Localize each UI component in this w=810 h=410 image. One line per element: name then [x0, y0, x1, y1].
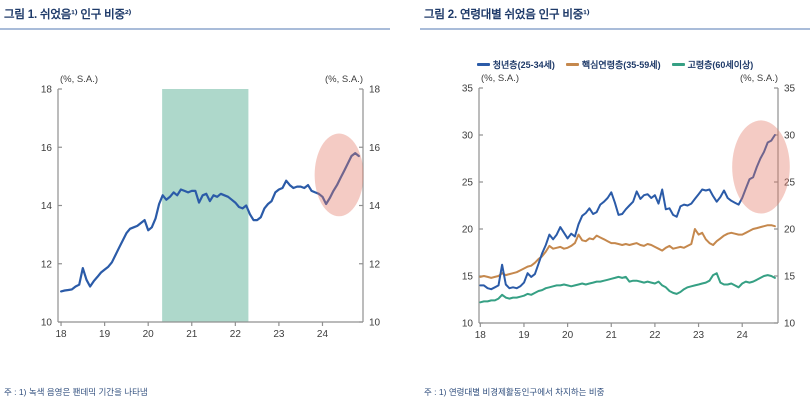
- y-tick-label: 12: [369, 259, 381, 270]
- youth-legend-label: 청년층(25-34세): [492, 60, 555, 70]
- figure2-note-1: 주 : 1) 연령대별 비경제활동인구에서 차지하는 비중: [424, 387, 605, 397]
- x-tick-label: 22: [649, 330, 661, 341]
- y-tick-label: 18: [369, 85, 381, 96]
- x-tick-label: 19: [518, 330, 530, 341]
- core-age-line-swatch: [565, 63, 579, 66]
- y-tick-label: 14: [369, 201, 381, 212]
- y-tick-label: 14: [41, 201, 53, 212]
- figure1-chart: 10 10 12 12 14 14 16 16 18 18 18 19 20 21 22 23 24 (%, S.…: [41, 74, 381, 340]
- x-tick-label: 24: [737, 330, 749, 341]
- x-tick-label: 20: [143, 329, 155, 340]
- y-tick-label: 35: [462, 84, 474, 95]
- y-tick-label: 10: [462, 319, 474, 330]
- figure2-series-2: [479, 272, 776, 304]
- y-tick-label: 30: [462, 131, 474, 142]
- figure1-highlight-ellipse: [314, 133, 364, 217]
- y-tick-label: 10: [41, 318, 53, 329]
- y-tick-label: 12: [41, 259, 53, 270]
- x-tick-label: 21: [186, 329, 198, 340]
- y-tick-label: 10: [784, 319, 796, 330]
- figure1-panel: 그림 1. 쉬었음¹⁾ 인구 비중²⁾ 10 10 12 12 14 14 16 16 18 18…: [0, 9, 390, 410]
- y-tick-label: 35: [784, 84, 796, 95]
- legend-item-elderly: 고령층(60세이상): [671, 58, 754, 71]
- figure1-title-rule: [0, 28, 390, 30]
- unit-label-left: (%, S.A.): [481, 73, 519, 84]
- figure2-legend: 청년층(25-34세) 핵심연령층(35-59세) 고령층(60세이상): [420, 58, 810, 71]
- figure1-title: 그림 1. 쉬었음¹⁾ 인구 비중²⁾: [4, 9, 132, 21]
- figure1-series-0: [59, 151, 360, 293]
- unit-label-right: (%, S.A.): [325, 74, 363, 85]
- x-tick-label: 23: [693, 330, 705, 341]
- y-tick-label: 20: [462, 225, 474, 236]
- unit-label-left: (%, S.A.): [60, 74, 98, 85]
- figure2-title: 그림 2. 연령대별 쉬었음 인구 비중¹⁾: [424, 9, 590, 21]
- x-tick-label: 18: [475, 330, 487, 341]
- elderly-line-swatch: [671, 63, 685, 66]
- figure2-notes: 주 : 1) 연령대별 비경제활동인구에서 차지하는 비중 자료 : 경제활동인…: [424, 360, 605, 410]
- y-tick-label: 30: [784, 131, 796, 142]
- y-tick-label: 25: [462, 178, 474, 189]
- y-tick-label: 10: [369, 318, 381, 329]
- y-tick-label: 15: [462, 272, 474, 283]
- x-tick-label: 21: [606, 330, 618, 341]
- unit-label-right: (%, S.A.): [740, 73, 778, 84]
- x-tick-label: 22: [230, 329, 242, 340]
- x-tick-label: 20: [562, 330, 574, 341]
- figure2-title-rule: [420, 28, 810, 30]
- figure2-series-1: [479, 224, 776, 279]
- youth-line-swatch: [476, 63, 490, 66]
- figure2-highlight-ellipse: [732, 120, 790, 214]
- figure2-chart: 10 10 15 15 20 20 25 25 30 30 35 35 18 19 20 21 22 23 24 (%…: [462, 73, 796, 341]
- y-tick-label: 18: [41, 85, 53, 96]
- legend-item-core-age: 핵심연령층(35-59세): [565, 58, 661, 71]
- y-tick-label: 20: [784, 225, 796, 236]
- figure2-panel: 그림 2. 연령대별 쉬었음 인구 비중¹⁾ 청년층(25-34세) 핵심연령층…: [420, 0, 810, 410]
- y-tick-label: 16: [41, 143, 53, 154]
- y-tick-label: 15: [784, 272, 796, 283]
- figure1-notes: 주 : 1) 녹색 음영은 팬데믹 기간을 나타냄 2) 비경제활동인구에서 차…: [4, 360, 153, 410]
- x-tick-label: 18: [55, 329, 67, 340]
- figure1-note-1: 주 : 1) 녹색 음영은 팬데믹 기간을 나타냄: [4, 387, 148, 397]
- x-tick-label: 24: [317, 329, 329, 340]
- figure2-series-0: [479, 134, 776, 291]
- y-tick-label: 16: [369, 143, 381, 154]
- legend-item-youth: 청년층(25-34세): [476, 58, 555, 71]
- figure1-pandemic-band: [162, 89, 249, 322]
- y-tick-label: 25: [784, 178, 796, 189]
- x-tick-label: 19: [99, 329, 111, 340]
- x-tick-label: 23: [273, 329, 285, 340]
- core-age-legend-label: 핵심연령층(35-59세): [581, 60, 661, 70]
- elderly-legend-label: 고령층(60세이상): [687, 60, 754, 70]
